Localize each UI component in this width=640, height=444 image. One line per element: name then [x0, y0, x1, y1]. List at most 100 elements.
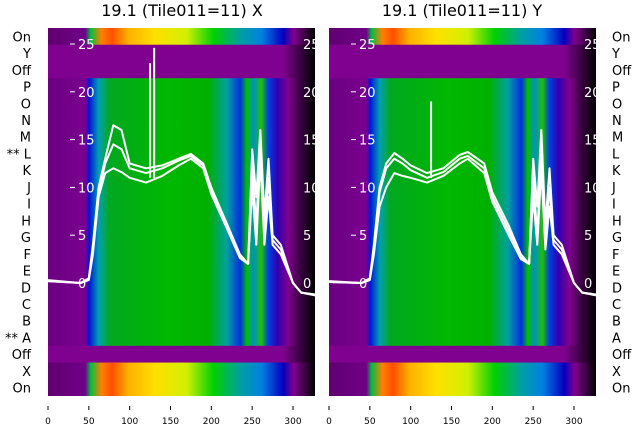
- y-tick-label-right: 0: [303, 277, 311, 292]
- series-line-trace-3: [329, 157, 596, 297]
- x-tick-label: 100: [402, 417, 419, 427]
- heatmap-row: [329, 345, 596, 364]
- row-label: L: [612, 147, 620, 162]
- row-label: D: [612, 281, 622, 296]
- panel-x-title: 19.1 (Tile011=11) X: [101, 1, 263, 20]
- heatmap-row: [48, 379, 315, 396]
- panel-y-title: 19.1 (Tile011=11) Y: [382, 1, 543, 20]
- row-label: On: [13, 30, 31, 45]
- row-label: O: [21, 97, 31, 112]
- row-label: K: [612, 164, 621, 179]
- y-tick-label-right: 25: [584, 38, 601, 53]
- series-line-trace-3: [48, 157, 315, 297]
- x-tick-label: 0: [45, 417, 51, 427]
- row-label: I: [27, 198, 31, 213]
- heatmap-row: [48, 178, 315, 196]
- x-tick-label: 200: [484, 417, 501, 427]
- y-tick-label: 20: [359, 86, 376, 101]
- y-tick-label: 10: [78, 181, 95, 196]
- row-label: Off: [612, 348, 632, 363]
- row-label: F: [612, 248, 619, 263]
- row-label: Off: [12, 348, 32, 363]
- row-label: On: [13, 382, 31, 397]
- row-label: O: [612, 97, 622, 112]
- heatmap-row: [329, 195, 596, 213]
- heatmap-row: [48, 262, 315, 280]
- row-label: G: [21, 231, 31, 246]
- row-label: P: [23, 81, 31, 96]
- x-tick-label: 250: [525, 417, 542, 427]
- row-label: Off: [612, 64, 632, 79]
- y-tick-label-right: 10: [303, 181, 320, 196]
- row-label: H: [612, 214, 622, 229]
- heatmap-row: [329, 312, 596, 330]
- row-label: Y: [22, 47, 31, 62]
- heatmap-row: [329, 44, 596, 62]
- x-tick-label: 50: [83, 417, 95, 427]
- heatmap-row: [48, 345, 315, 364]
- y-tick-label: 5: [78, 229, 86, 244]
- row-label: ** A: [5, 331, 31, 346]
- heatmap-row: [329, 94, 596, 113]
- y-tick-label-right: 15: [584, 134, 601, 149]
- heatmap-row: [329, 61, 596, 79]
- heatmap-row: [48, 128, 315, 146]
- x-tick-label: 100: [121, 417, 138, 427]
- x-tick-label: 0: [326, 417, 332, 427]
- heatmap-row: [329, 128, 596, 146]
- row-label: ** L: [7, 147, 32, 162]
- heatmap-row: [329, 111, 596, 129]
- panel-y: 0 0 5 5 10 10 15 15 20 20 25 25 On Y Off PONMLKJIHGFEDC…: [326, 28, 632, 427]
- y-tick-label-right: 5: [303, 229, 311, 244]
- row-label: X: [612, 365, 621, 380]
- y-tick-label: 20: [78, 86, 95, 101]
- x-tick-label: 150: [162, 417, 179, 427]
- heatmap-row: [48, 295, 315, 313]
- y-tick-label-right: 10: [584, 181, 601, 196]
- y-tick-label-right: 15: [303, 134, 320, 149]
- heatmap-row: [329, 178, 596, 196]
- row-label: J: [26, 181, 31, 196]
- row-label: N: [612, 114, 622, 129]
- row-label: D: [21, 281, 31, 296]
- heatmap-row: [48, 312, 315, 330]
- row-label: Y: [611, 47, 620, 62]
- x-tick-label: 150: [443, 417, 460, 427]
- row-label: N: [21, 114, 31, 129]
- heatmap-row: [48, 212, 315, 230]
- heatmap-row: [48, 329, 315, 347]
- heatmap-row: [48, 195, 315, 213]
- plot-area: 0 0 5 5 10 10 15 15 20 20 25 25: [329, 28, 601, 396]
- heatmap-row: [48, 145, 315, 163]
- heatmap-row: [48, 28, 315, 46]
- series-line-trace-2: [329, 148, 596, 296]
- y-tick-label-right: 5: [584, 229, 592, 244]
- heatmap-row: [329, 78, 596, 96]
- x-tick-label: 250: [244, 417, 261, 427]
- heatmap-row: [329, 278, 596, 297]
- row-label: G: [612, 231, 622, 246]
- heatmap-row: [329, 262, 596, 280]
- row-label: On: [612, 382, 630, 397]
- row-label: On: [612, 30, 630, 45]
- y-tick-label: 0: [78, 277, 86, 292]
- row-label: X: [22, 365, 31, 380]
- row-label: K: [22, 164, 31, 179]
- heatmap-row: [48, 44, 315, 62]
- row-label: M: [20, 131, 31, 146]
- heatmap-row: [48, 278, 315, 297]
- row-label: H: [21, 214, 31, 229]
- heatmap-row: [329, 295, 596, 313]
- row-label: Off: [12, 64, 32, 79]
- y-tick-label-right: 25: [303, 38, 320, 53]
- y-tick-label: 25: [359, 38, 376, 53]
- heatmap-row: [48, 94, 315, 113]
- heatmap-row: [329, 362, 596, 380]
- row-label: B: [22, 315, 31, 330]
- y-tick-label: 15: [78, 134, 95, 149]
- heatmap-row: [329, 329, 596, 347]
- heatmap-row: [48, 161, 315, 180]
- x-tick-label: 300: [565, 417, 582, 427]
